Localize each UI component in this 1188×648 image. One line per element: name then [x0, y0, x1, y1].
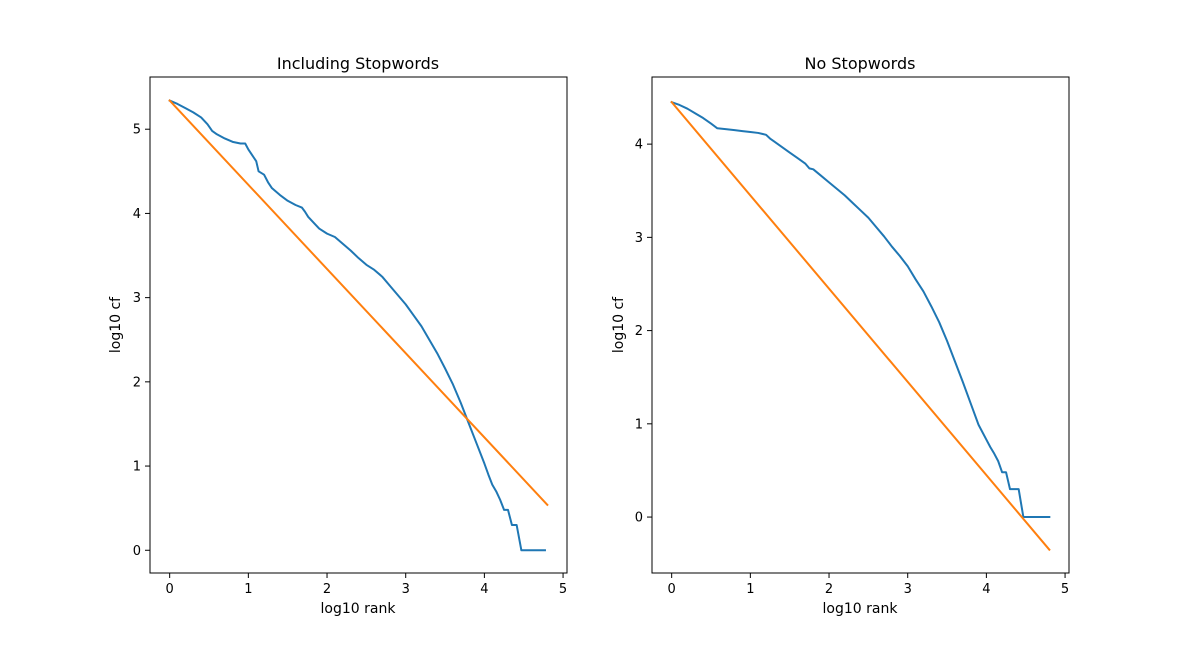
x-tick-label: 2 — [825, 582, 833, 597]
x-tick-label: 5 — [1061, 582, 1069, 597]
series-group — [670, 100, 1051, 552]
y-tick-label: 2 — [133, 375, 141, 390]
y-tick-label: 5 — [133, 123, 141, 138]
y-tick-label: 3 — [635, 231, 643, 246]
plot-area: 0 1 2 3 4 5 0 1 2 3 4 5 — [133, 99, 567, 597]
y-tick-label: 2 — [635, 324, 643, 339]
series-group — [168, 99, 549, 552]
subplot-including-stopwords: Including Stopwords log10 rank log10 cf … — [108, 54, 568, 617]
y-axis-label: log10 cf — [611, 296, 627, 353]
series-line-data — [168, 99, 546, 552]
series-line-fit — [670, 100, 1051, 552]
x-tick-label: 3 — [402, 582, 410, 597]
axes-frame — [149, 76, 568, 574]
y-axis-label: log10 cf — [108, 296, 124, 353]
x-tick-label: 4 — [480, 582, 488, 597]
x-tick-label: 0 — [166, 582, 174, 597]
x-tick-label: 1 — [244, 582, 252, 597]
x-tick-label: 4 — [982, 582, 990, 597]
y-tick-label: 0 — [635, 511, 643, 526]
y-tick-label: 4 — [635, 138, 643, 153]
series-line-fit — [168, 99, 549, 507]
y-tick-label: 3 — [133, 291, 141, 306]
x-tick-label: 3 — [904, 582, 912, 597]
x-tick-label: 5 — [559, 582, 567, 597]
subplot-no-stopwords: No Stopwords log10 rank log10 cf 0 1 2 3 4 50… — [611, 54, 1070, 617]
plot-area: 0 1 2 3 4 5 0 1 2 3 4 — [635, 100, 1069, 597]
axes-frame — [651, 76, 1070, 574]
subplot-title: No Stopwords — [805, 54, 916, 73]
x-tick-label: 0 — [668, 582, 676, 597]
y-tick-label: 0 — [133, 544, 141, 559]
y-tick-label: 1 — [635, 417, 643, 432]
x-tick-label: 1 — [746, 582, 754, 597]
y-tick-label: 4 — [133, 207, 141, 222]
series-line-data — [670, 100, 1051, 519]
subplot-title: Including Stopwords — [277, 54, 439, 73]
x-axis-label: log10 rank — [321, 601, 397, 617]
y-tick-label: 1 — [133, 460, 141, 475]
x-axis-label: log10 rank — [823, 601, 899, 617]
x-tick-label: 2 — [323, 582, 331, 597]
